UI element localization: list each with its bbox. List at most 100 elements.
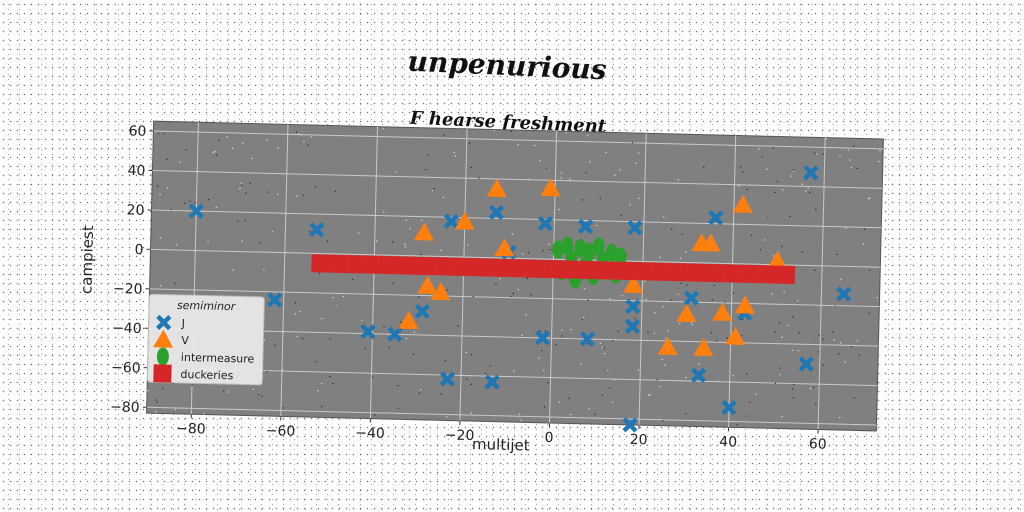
v-point bbox=[486, 178, 507, 198]
j-point bbox=[683, 290, 700, 306]
y-grid-line bbox=[149, 288, 880, 308]
v-point bbox=[712, 302, 733, 321]
j-point bbox=[721, 399, 737, 416]
intermeasure-point bbox=[561, 236, 574, 255]
y-tick-label: 60 bbox=[128, 123, 146, 139]
v-point bbox=[767, 250, 788, 270]
legend-label: J bbox=[181, 317, 186, 330]
v-point bbox=[430, 282, 451, 301]
x-tick-label: 0 bbox=[544, 430, 553, 446]
j-point bbox=[690, 367, 707, 383]
v-point bbox=[494, 238, 515, 257]
duckeries-point bbox=[651, 262, 670, 281]
duckeries-point bbox=[508, 259, 527, 278]
duckeries-point bbox=[669, 262, 688, 282]
intermeasure-point bbox=[592, 237, 605, 256]
j-point bbox=[579, 331, 596, 347]
j-point bbox=[708, 210, 724, 226]
plot-frame: −80 −60 −40 −20 0 20 40 60 −80−60−40−200204060 … bbox=[77, 120, 884, 454]
duckeries-point bbox=[741, 264, 760, 284]
v-point bbox=[414, 222, 435, 241]
x-grid-line bbox=[817, 137, 826, 430]
data-marks bbox=[188, 165, 852, 433]
y-tick-label: 0 bbox=[134, 242, 143, 258]
duckeries-point bbox=[418, 256, 438, 276]
y-grid-line bbox=[146, 406, 877, 426]
v-point bbox=[732, 194, 753, 213]
j-point bbox=[534, 330, 551, 346]
y-tick-label: −20 bbox=[113, 281, 143, 298]
j-point bbox=[625, 298, 641, 315]
x-tick-label: −60 bbox=[266, 423, 296, 440]
legend-marker-v bbox=[153, 329, 174, 348]
x-tick-labels: −80 −60 −40 −20 0 20 40 60 bbox=[176, 421, 827, 453]
x-tick-label: 20 bbox=[630, 432, 648, 448]
duckeries-point bbox=[347, 255, 366, 274]
j-point bbox=[537, 215, 554, 232]
intermeasure-point bbox=[583, 243, 596, 262]
legend-label: intermeasure bbox=[181, 351, 255, 366]
j-point bbox=[798, 356, 814, 372]
v-point bbox=[700, 233, 721, 252]
j-point bbox=[267, 292, 283, 308]
v-point bbox=[676, 303, 697, 323]
x-grid-line bbox=[280, 124, 289, 417]
y-tick-label: 40 bbox=[127, 163, 145, 179]
intermeasure-point bbox=[552, 240, 565, 259]
legend-marker-duckeries bbox=[153, 364, 172, 383]
legend-marker-intermeasure bbox=[156, 347, 169, 366]
legend-box bbox=[146, 293, 265, 386]
duckeries-point bbox=[454, 257, 473, 277]
duckeries-point bbox=[329, 254, 348, 274]
v-point bbox=[657, 336, 678, 356]
duckeries-point bbox=[723, 264, 742, 283]
v-point bbox=[725, 326, 746, 345]
x-tick-label: 60 bbox=[809, 436, 827, 452]
j-point bbox=[627, 219, 643, 236]
legend-label: duckeries bbox=[180, 368, 233, 382]
duckeries-point bbox=[705, 263, 724, 283]
j-point bbox=[577, 218, 594, 235]
y-axis-label: campiest bbox=[77, 225, 97, 294]
series-duckeries bbox=[311, 254, 796, 285]
duckeries-point bbox=[544, 259, 563, 279]
j-point bbox=[484, 374, 500, 390]
j-point bbox=[624, 318, 641, 335]
duckeries-point bbox=[436, 257, 455, 276]
duckeries-point bbox=[311, 254, 330, 273]
v-point bbox=[734, 295, 755, 314]
v-point bbox=[398, 310, 419, 330]
legend-marker-j bbox=[156, 314, 172, 331]
y-tick-labels: −80 −60 −40 −20 0 20 40 60 bbox=[110, 123, 147, 416]
legend-label: V bbox=[181, 334, 189, 347]
x-axis-label: multijet bbox=[472, 435, 530, 454]
j-point bbox=[803, 165, 819, 181]
x-tick-label: −40 bbox=[355, 425, 385, 442]
duckeries-point bbox=[400, 256, 420, 275]
y-tick-label: 20 bbox=[126, 202, 144, 218]
j-point bbox=[622, 417, 638, 433]
j-point bbox=[387, 326, 403, 343]
chart-title: unpenurious bbox=[407, 45, 607, 87]
y-grid-line bbox=[148, 327, 879, 347]
duckeries-point bbox=[579, 260, 599, 280]
duckeries-point bbox=[615, 261, 635, 281]
x-tick-label: 40 bbox=[719, 434, 737, 450]
v-point bbox=[540, 178, 561, 197]
duckeries-point bbox=[364, 255, 384, 274]
j-point bbox=[309, 222, 325, 238]
duckeries-point bbox=[472, 258, 491, 277]
series-v bbox=[398, 178, 788, 357]
duckeries-point bbox=[776, 265, 796, 285]
legend-title: semiminor bbox=[177, 299, 237, 313]
duckeries-point bbox=[382, 255, 402, 275]
v-point bbox=[693, 337, 714, 357]
duckeries-point bbox=[687, 263, 706, 282]
duckeries-point bbox=[490, 258, 509, 278]
duckeries-point bbox=[526, 259, 545, 278]
intermeasure-point bbox=[614, 247, 627, 266]
y-tick-label: −40 bbox=[112, 320, 142, 337]
j-point bbox=[836, 286, 852, 302]
